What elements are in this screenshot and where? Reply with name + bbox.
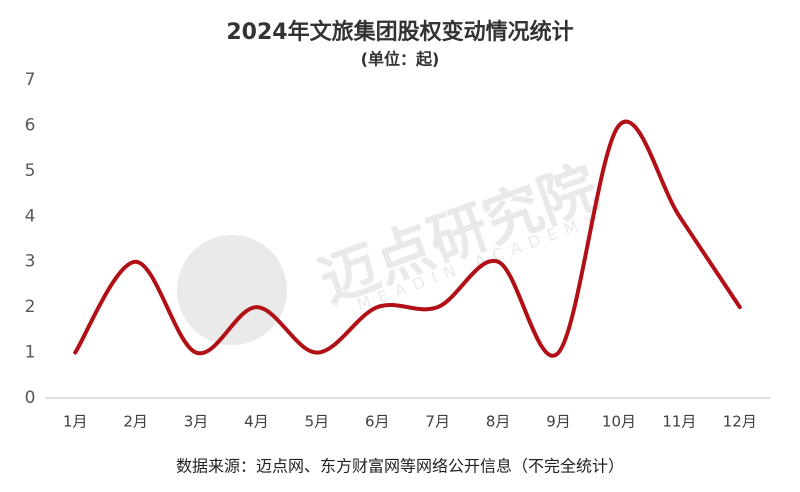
data-line — [73, 119, 742, 358]
x-tick-label: 1月 — [63, 413, 88, 431]
x-tick-label: 7月 — [425, 413, 450, 431]
y-tick-label: 7 — [25, 70, 36, 90]
x-tick-label: 2月 — [123, 413, 148, 431]
y-tick-label: 4 — [25, 206, 36, 226]
y-tick-label: 5 — [25, 161, 36, 181]
x-tick-label: 5月 — [305, 413, 330, 431]
x-tick-label: 9月 — [546, 413, 571, 431]
x-tick-label: 8月 — [486, 413, 511, 431]
y-tick-label: 1 — [25, 343, 36, 363]
x-tick-label: 3月 — [184, 413, 209, 431]
x-tick-label: 6月 — [365, 413, 390, 431]
x-tick-label: 12月 — [723, 413, 757, 431]
x-tick-label: 4月 — [244, 413, 269, 431]
y-tick-label: 6 — [25, 115, 36, 135]
watermark-logo — [177, 235, 287, 345]
source-note: 数据来源：迈点网、东方财富网等网络公开信息（不完全统计） — [176, 457, 624, 476]
y-tick-label: 3 — [25, 252, 36, 272]
chart-subtitle: (单位：起) — [361, 50, 440, 69]
y-tick-label: 0 — [25, 388, 36, 408]
y-tick-label: 2 — [25, 297, 36, 317]
chart-title: 2024年文旅集团股权变动情况统计 — [226, 19, 573, 45]
x-tick-label: 11月 — [662, 413, 696, 431]
x-tick-label: 10月 — [602, 413, 636, 431]
